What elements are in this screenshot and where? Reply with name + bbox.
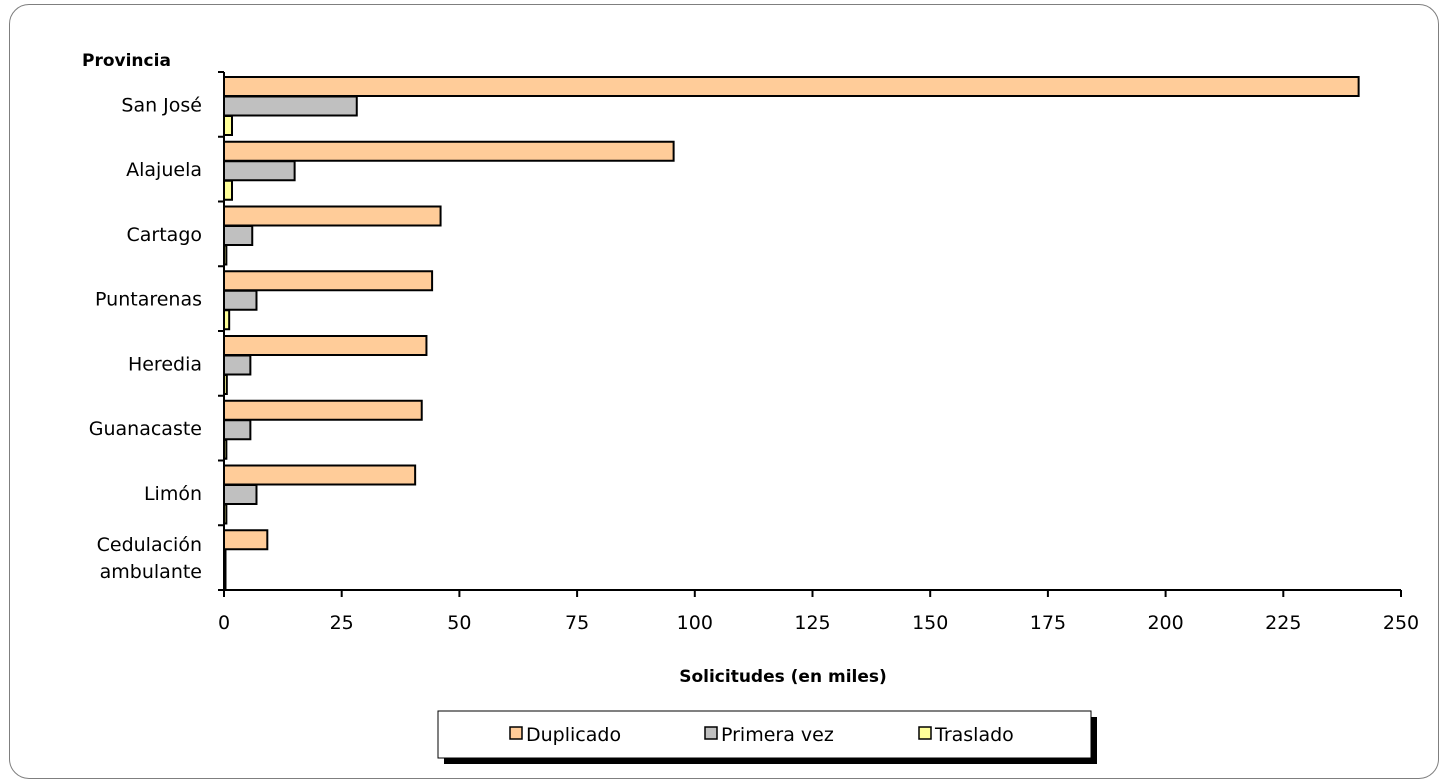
y-axis-title: Provincia <box>82 51 171 71</box>
category-label: Alajuela <box>126 159 202 181</box>
bar-primera-vez-6 <box>223 484 258 505</box>
bar-primera-vez-0 <box>223 95 358 117</box>
bar-primera-vez-1 <box>223 160 296 182</box>
legend-label: Primera vez <box>721 724 834 746</box>
bar-duplicado-4 <box>223 335 428 356</box>
legend-swatch-primera-vez <box>704 726 718 740</box>
x-tick-label: 100 <box>677 612 713 634</box>
bar-duplicado-0 <box>223 76 1360 97</box>
category-label: Guanacaste <box>89 418 202 440</box>
legend-label: Duplicado <box>526 724 621 746</box>
x-tick-labels: 0 25 50 75 100 125 150 175 200 225 250 <box>218 612 1419 634</box>
x-tick-label: 200 <box>1147 612 1183 634</box>
bar-duplicado-2 <box>223 205 442 227</box>
category-label: Heredia <box>128 353 202 375</box>
x-tick-label: 225 <box>1265 612 1301 634</box>
bar-duplicado-3 <box>223 270 434 292</box>
bar-duplicado-6 <box>223 464 417 486</box>
x-tick-label: 50 <box>447 612 471 634</box>
bar-duplicado-7 <box>223 529 269 551</box>
bar-duplicado-1 <box>223 140 675 162</box>
bar-primera-vez-3 <box>223 289 258 311</box>
bar-traslado-0 <box>223 115 234 136</box>
category-label: Cartago <box>127 224 203 246</box>
x-tick-label: 75 <box>565 612 589 634</box>
x-tick-label: 250 <box>1383 612 1419 634</box>
x-tick-label: 125 <box>794 612 830 634</box>
x-tick-label: 0 <box>218 612 230 634</box>
bar-primera-vez-2 <box>223 225 254 246</box>
legend-label: Traslado <box>934 724 1014 746</box>
bar-primera-vez-4 <box>223 354 252 376</box>
category-label: Limón <box>144 483 202 505</box>
bars-layer <box>223 76 1360 590</box>
legend-swatch-duplicado <box>509 726 523 740</box>
axes-layer <box>218 71 1402 597</box>
bar-duplicado-5 <box>223 399 423 421</box>
x-tick-label: 25 <box>330 612 354 634</box>
x-tick-label: 150 <box>912 612 948 634</box>
bar-primera-vez-5 <box>223 419 252 441</box>
chart-frame <box>9 4 1439 779</box>
category-label: Cedulación <box>97 534 202 556</box>
legend-box <box>437 710 1092 759</box>
category-labels: San José Alajuela Cartago Puntarenas Heredia… <box>89 94 202 583</box>
legend: Duplicado Primera vez Traslado <box>437 710 1097 764</box>
legend-swatch-traslado <box>918 726 932 740</box>
category-label: Puntarenas <box>95 289 202 311</box>
category-label: San José <box>121 94 202 116</box>
x-axis-title: Solicitudes (en miles) <box>679 667 887 687</box>
x-tick-label: 175 <box>1030 612 1066 634</box>
category-label: ambulante <box>100 561 202 583</box>
bar-traslado-1 <box>223 179 234 201</box>
